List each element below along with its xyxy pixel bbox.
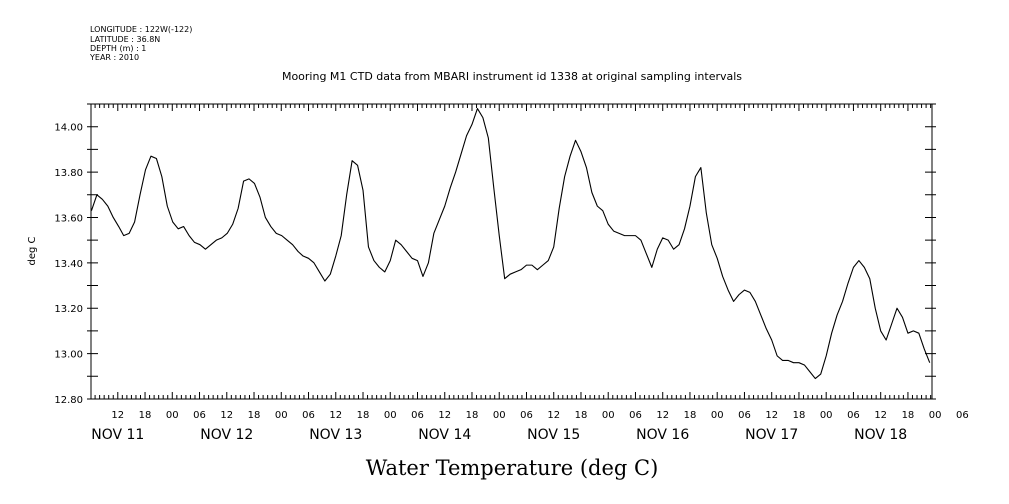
x-axis: 12 18 00 06 12 18 00 06 12 18 00 06 12 18 00 06 12 18 00 06…: [111, 410, 968, 421]
y-tick-label: 13.00: [54, 350, 83, 361]
day-label: NOV 16: [636, 427, 689, 443]
x-tick-label: 18: [575, 410, 588, 421]
day-label: NOV 18: [854, 427, 907, 443]
y-tick-label: 13.80: [54, 168, 83, 179]
temperature-series-line: [90, 107, 931, 380]
x-tick-label: 06: [847, 410, 860, 421]
y-tick-label: 13.60: [54, 213, 83, 224]
metadata-block: LONGITUDE : 122W(-122) LATITUDE : 36.8N …: [89, 25, 192, 62]
x-tick-label: 12: [547, 410, 560, 421]
minor-ticks: [87, 103, 936, 400]
day-label: NOV 11: [91, 427, 144, 443]
x-tick-label: 06: [193, 410, 206, 421]
y-tick-label: 13.40: [54, 259, 83, 270]
day-label: NOV 13: [309, 427, 362, 443]
day-label: NOV 12: [200, 427, 253, 443]
x-tick-label: 12: [220, 410, 233, 421]
x-tick-label: 06: [411, 410, 424, 421]
x-tick-label: 06: [956, 410, 969, 421]
y-tick-label: 12.80: [54, 395, 83, 406]
depth-label: DEPTH (m) : 1: [90, 44, 146, 53]
x-tick-label: 18: [466, 410, 479, 421]
day-label: NOV 14: [418, 427, 471, 443]
day-label: NOV 17: [745, 427, 798, 443]
x-tick-label: 00: [929, 410, 942, 421]
x-tick-label: 12: [765, 410, 778, 421]
x-tick-label: 12: [329, 410, 342, 421]
tick-marks: [87, 103, 936, 400]
y-axis-label: deg C: [27, 236, 38, 265]
x-tick-label: 06: [520, 410, 533, 421]
x-tick-label: 00: [820, 410, 833, 421]
x-tick-label: 18: [684, 410, 697, 421]
x-tick-label: 06: [629, 410, 642, 421]
plot-frame: [90, 103, 933, 400]
year-label: YEAR : 2010: [89, 53, 139, 62]
x-tick-label: 00: [602, 410, 615, 421]
y-tick-label: 13.20: [54, 304, 83, 315]
x-tick-label: 12: [438, 410, 451, 421]
x-tick-label: 00: [711, 410, 724, 421]
x-tick-label: 06: [302, 410, 315, 421]
x-tick-label: 18: [248, 410, 261, 421]
x-axis-label: Water Temperature (deg C): [366, 456, 659, 480]
x-tick-label: 00: [493, 410, 506, 421]
x-tick-label: 12: [874, 410, 887, 421]
x-tick-label: 18: [357, 410, 370, 421]
x-tick-label: 12: [656, 410, 669, 421]
chart-title: Mooring M1 CTD data from MBARI instrumen…: [282, 70, 742, 83]
y-axis: 12.80 13.00 13.20 13.40 13.60 13.80 14.00: [54, 123, 83, 406]
x-tick-label: 18: [139, 410, 152, 421]
x-tick-label: 00: [384, 410, 397, 421]
x-tick-label: 18: [902, 410, 915, 421]
x-tick-label: 12: [111, 410, 124, 421]
longitude-label: LONGITUDE : 122W(-122): [90, 25, 192, 34]
x-tick-label: 06: [738, 410, 751, 421]
day-label: NOV 15: [527, 427, 580, 443]
latitude-label: LATITUDE : 36.8N: [90, 35, 160, 44]
x-tick-label: 00: [275, 410, 288, 421]
x-tick-label: 18: [793, 410, 806, 421]
day-labels: NOV 11 NOV 12 NOV 13 NOV 14 NOV 15 NOV 16 NOV …: [91, 427, 907, 443]
y-tick-label: 14.00: [54, 123, 83, 134]
x-tick-label: 00: [166, 410, 179, 421]
